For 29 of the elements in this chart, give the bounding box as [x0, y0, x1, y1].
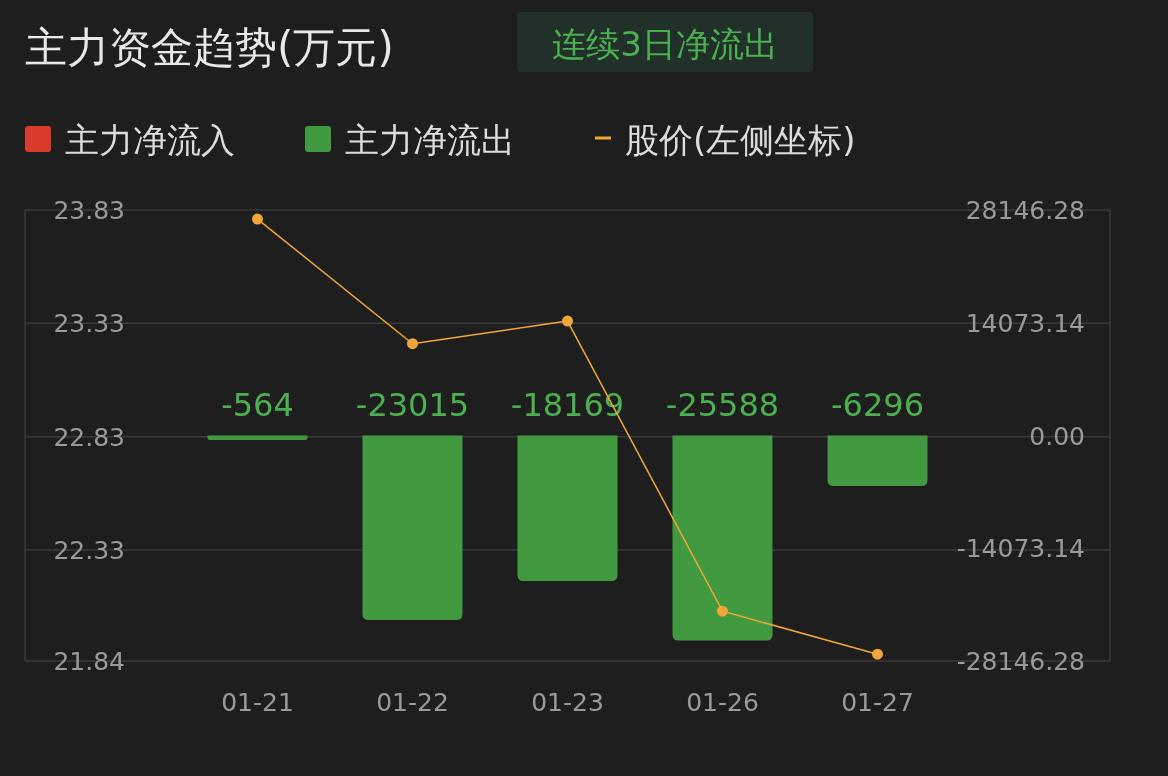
data-label: -564	[221, 385, 294, 424]
point	[407, 338, 418, 350]
point	[717, 605, 728, 617]
chart-subtitle: 连续3日净流出	[552, 24, 778, 64]
y2-tick-label: 0.00	[1029, 421, 1085, 451]
y-tick-label: 23.33	[53, 309, 125, 339]
legend-label: 主力净流出	[345, 120, 515, 160]
legend-label: 主力净流入	[65, 120, 235, 160]
point	[562, 315, 573, 327]
chart-title: 主力资金趋势(万元)	[25, 23, 394, 72]
y-tick-label: 21.84	[53, 647, 125, 676]
legend-label: 股价(左侧坐标)	[625, 120, 856, 160]
point	[872, 648, 883, 660]
x-tick-label: 01-22	[376, 688, 449, 717]
y2-tick-label: -14073.14	[956, 534, 1085, 564]
y2-tick-label: 28146.28	[965, 196, 1085, 225]
y2-tick-label: -28146.28	[956, 647, 1085, 676]
x-tick-label: 01-26	[686, 688, 759, 717]
data-label: -6296	[831, 385, 924, 424]
x-tick-label: 01-23	[531, 688, 604, 717]
y-tick-label: 22.83	[53, 422, 125, 452]
data-label: -25588	[665, 385, 780, 424]
data-label: -23015	[355, 385, 470, 424]
y-tick-label: 22.33	[53, 535, 125, 565]
y2-tick-label: 14073.14	[965, 308, 1085, 338]
x-tick-label: 01-27	[841, 688, 914, 717]
x-tick-label: 01-21	[221, 688, 294, 717]
point	[252, 213, 263, 225]
y-tick-label: 23.83	[53, 196, 125, 225]
